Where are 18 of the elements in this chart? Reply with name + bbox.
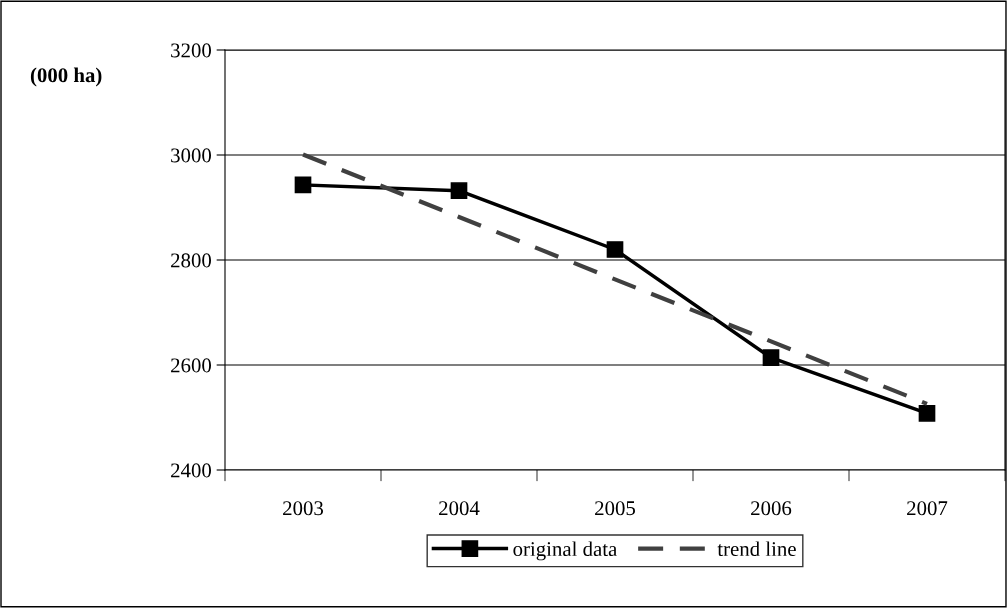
point: [450, 182, 468, 200]
legend-label: original data: [513, 541, 618, 561]
y-tick-label: 2400: [171, 463, 212, 478]
y-tick-label: 2600: [171, 358, 212, 373]
y-tick-label: 3000: [171, 148, 212, 163]
x-tick-label: 2003: [283, 501, 324, 516]
x-tick-label: 2006: [751, 501, 792, 516]
x-tick-label: 2007: [907, 501, 948, 516]
y-axis-title: (000 ha): [30, 67, 102, 87]
legend-label: trend line: [717, 541, 796, 557]
x-tick-label: 2005: [595, 501, 636, 516]
y-tick-label: 2800: [171, 253, 212, 268]
y-tick-label: 3200: [171, 43, 212, 58]
point: [606, 241, 624, 258]
point: [294, 176, 312, 194]
point: [762, 349, 780, 366]
point: [918, 404, 936, 422]
x-tick-label: 2004: [439, 501, 480, 516]
